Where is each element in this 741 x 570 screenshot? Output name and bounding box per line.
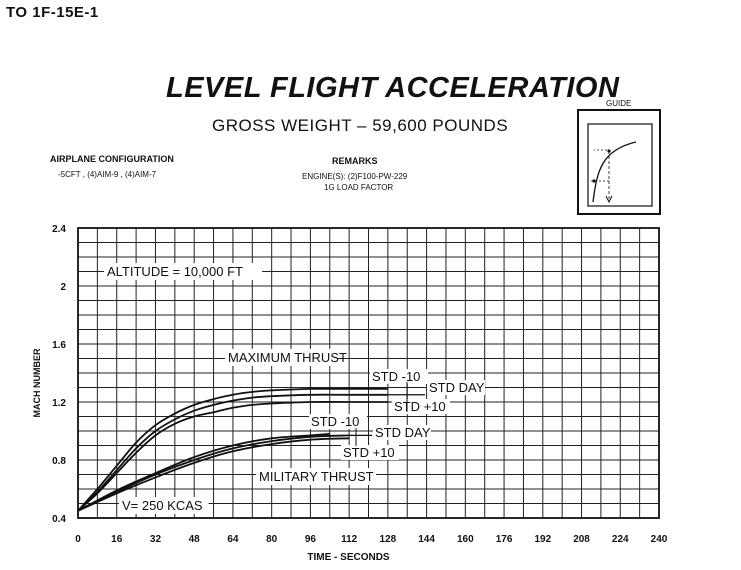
y-axis-label: MACH NUMBER <box>32 348 42 417</box>
series-end-label: STD -10 <box>372 369 420 384</box>
guide-title: GUIDE <box>606 99 632 108</box>
guide-box <box>577 109 661 215</box>
x-axis-label: TIME - SECONDS <box>307 552 390 563</box>
series-end-label: STD -10 <box>311 414 359 429</box>
start-speed-annotation-backdrop <box>119 497 209 514</box>
document-code: TO 1F-15E-1 <box>6 4 99 21</box>
series-line-maximum-thrust-std-10 <box>77 387 388 512</box>
remarks-title: REMARKS <box>332 156 378 166</box>
y-tick-label: 0.8 <box>52 456 66 467</box>
series-label-backdrop <box>370 369 428 384</box>
y-tick-label: 1.6 <box>52 340 66 351</box>
series-end-label: STD DAY <box>429 380 485 395</box>
plot-frame <box>77 227 660 519</box>
series-line-military-thrust-std-10 <box>77 433 330 512</box>
chart-title: LEVEL FLIGHT ACCELERATION <box>166 72 620 104</box>
configuration-text: -5CFT , (4)AIM-9 , (4)AIM-7 <box>58 170 157 179</box>
x-tick-label: 16 <box>111 534 123 545</box>
series-line-maximum-thrust-std-10 <box>77 401 388 512</box>
x-tick-label: 224 <box>612 534 629 545</box>
y-tick-label: 2.4 <box>52 224 66 235</box>
x-tick-label: 160 <box>457 534 474 545</box>
series-label-backdrop <box>341 445 399 460</box>
x-tick-label: 96 <box>305 534 317 545</box>
x-tick-label: 144 <box>418 534 435 545</box>
military-thrust-annotation: MILITARY THRUST <box>259 469 374 484</box>
x-tick-label: 208 <box>573 534 590 545</box>
max-thrust-annotation-backdrop <box>225 349 338 366</box>
altitude-annotation-backdrop <box>104 263 262 280</box>
y-tick-label: 2 <box>60 282 66 293</box>
max-thrust-annotation: MAXIMUM THRUST <box>228 350 347 365</box>
series-line-maximum-thrust-std-day <box>77 393 388 512</box>
series-line-military-thrust-std-10 <box>77 437 350 512</box>
x-tick-label: 64 <box>227 534 239 545</box>
altitude-annotation: ALTITUDE = 10,000 FT <box>107 264 243 279</box>
x-tick-label: 112 <box>341 534 358 545</box>
series-end-label: STD +10 <box>394 399 446 414</box>
series-end-label: STD DAY <box>375 425 431 440</box>
series-label-backdrop <box>309 414 367 429</box>
y-tick-label: 0.4 <box>52 514 66 525</box>
configuration-title: AIRPLANE CONFIGURATION <box>50 154 174 164</box>
x-tick-label: 32 <box>150 534 162 545</box>
start-speed-annotation: V= 250 KCAS <box>122 498 203 513</box>
chart-subtitle: GROSS WEIGHT – 59,600 POUNDS <box>212 116 509 135</box>
series-label-backdrop <box>427 380 485 395</box>
y-tick-label: 1.2 <box>52 398 66 409</box>
x-tick-label: 128 <box>380 534 397 545</box>
military-thrust-annotation-backdrop <box>256 468 376 485</box>
x-tick-label: 240 <box>651 534 668 545</box>
x-tick-label: 192 <box>534 534 551 545</box>
series-end-label: STD +10 <box>343 445 395 460</box>
series-line-military-thrust-std-day <box>77 434 350 512</box>
x-tick-label: 176 <box>496 534 513 545</box>
series-label-backdrop <box>373 425 431 440</box>
x-tick-label: 48 <box>189 534 201 545</box>
remarks-engine: ENGINE(S): (2)F100-PW-229 <box>302 172 408 181</box>
x-tick-label: 0 <box>75 534 81 545</box>
x-tick-label: 80 <box>266 534 278 545</box>
remarks-load-factor: 1G LOAD FACTOR <box>324 183 394 192</box>
